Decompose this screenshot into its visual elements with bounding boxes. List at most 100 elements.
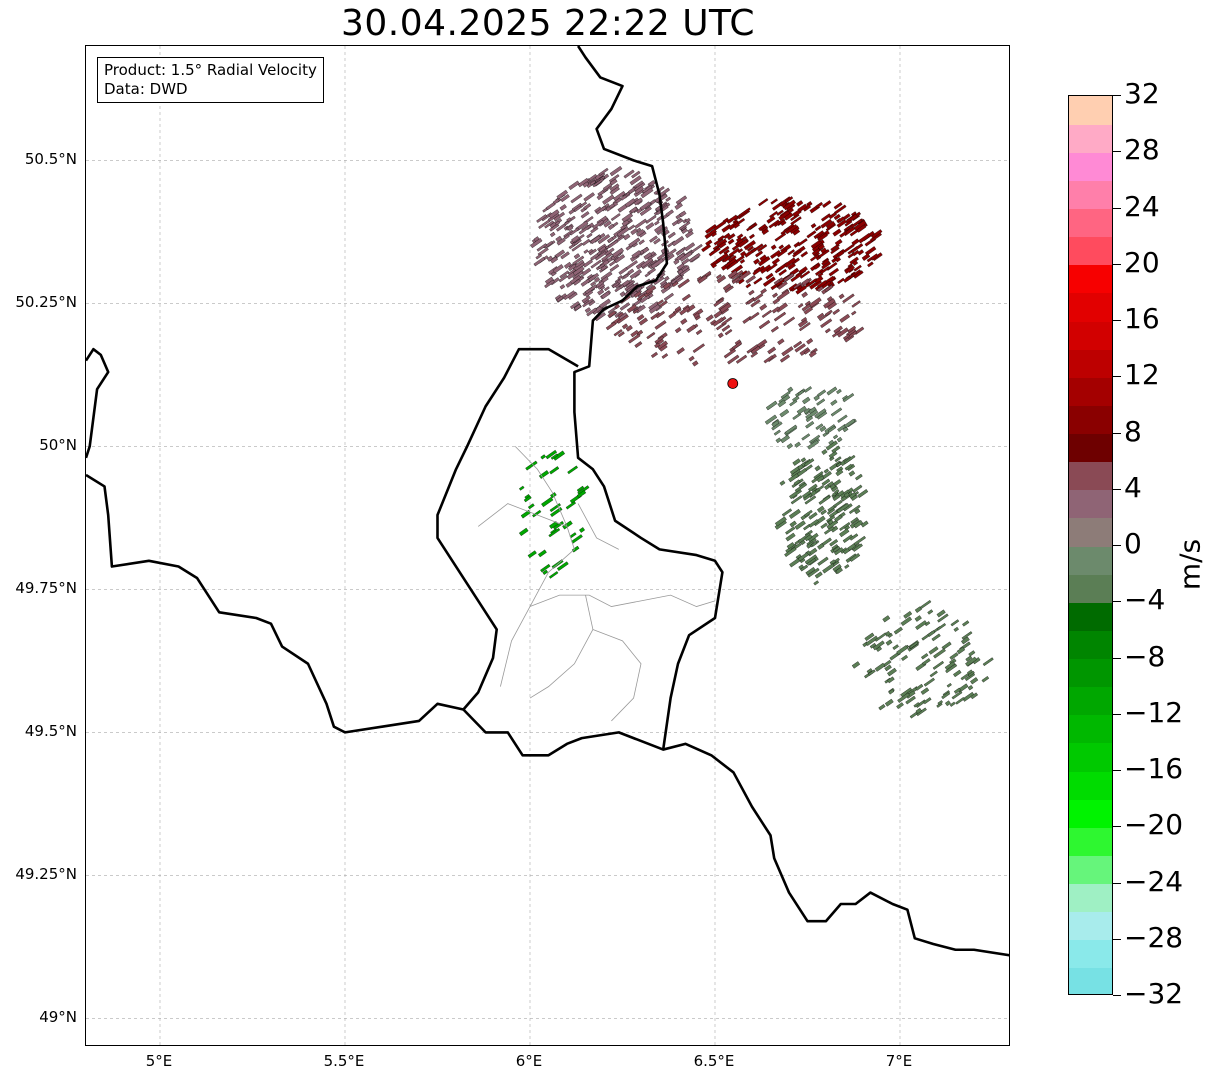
colorbar-segment	[1069, 855, 1112, 884]
colorbar-tick-label: 4	[1124, 470, 1142, 504]
radar-site-marker	[727, 378, 739, 389]
colorbar-segment	[1069, 377, 1112, 406]
colorbar-tick	[1113, 376, 1121, 378]
colorbar-tick	[1113, 95, 1121, 96]
colorbar-segment	[1069, 489, 1112, 519]
colorbar-segment	[1069, 180, 1112, 209]
product-label: Product: 1.5° Radial Velocity	[104, 61, 317, 79]
colorbar-unit-label: m/s	[1173, 538, 1207, 591]
velocity-cluster	[774, 440, 869, 586]
lon-tick-label: 6°E	[515, 1052, 543, 1070]
country-border	[462, 708, 1009, 957]
colorbar-segment	[1069, 517, 1112, 547]
colorbar-segment	[1069, 799, 1112, 828]
radar-map	[86, 46, 1009, 1045]
colorbar-segment	[1069, 939, 1112, 969]
velocity-cluster	[851, 600, 994, 719]
velocity-cluster	[701, 196, 883, 295]
lon-tick-label: 7°E	[885, 1052, 913, 1070]
colorbar-segment	[1069, 264, 1112, 294]
info-box: Product: 1.5° Radial Velocity Data: DWD	[97, 57, 324, 103]
colorbar-tick	[1113, 995, 1121, 996]
velocity-cluster	[530, 165, 703, 322]
colorbar-tick	[1113, 826, 1121, 828]
lon-tick-label: 6.5°E	[693, 1052, 735, 1070]
lat-tick-label: 49.5°N	[24, 722, 77, 741]
admin-boundary	[592, 629, 642, 722]
admin-boundary	[529, 595, 594, 699]
colorbar-tick	[1113, 657, 1121, 659]
colorbar-tick-label: −4	[1124, 583, 1166, 617]
colorbar-segment	[1069, 742, 1112, 772]
colorbar-segment	[1069, 967, 1112, 994]
colorbar-segment	[1069, 911, 1112, 941]
colorbar-tick-label: 28	[1124, 133, 1160, 167]
colorbar-tick-label: 24	[1124, 189, 1160, 223]
admin-boundary	[529, 594, 716, 607]
colorbar-segment	[1069, 546, 1112, 575]
colorbar-tick-label: −16	[1124, 752, 1184, 785]
country-borders	[86, 46, 1009, 957]
colorbar-segment	[1069, 630, 1112, 659]
colorbar-tick-label: 8	[1124, 414, 1142, 448]
velocity-cluster	[605, 270, 865, 367]
data-source-label: Data: DWD	[104, 80, 188, 98]
colorbar-tick-label: 0	[1124, 527, 1142, 560]
colorbar-segment	[1069, 602, 1112, 631]
velocity-cluster	[518, 449, 590, 579]
country-border	[86, 473, 464, 734]
colorbar-segment	[1069, 461, 1112, 491]
colorbar-segment	[1069, 96, 1112, 125]
map-plot-area[interactable]	[85, 45, 1010, 1046]
colorbar-tick-label: 32	[1124, 77, 1160, 110]
colorbar-tick	[1113, 432, 1121, 434]
admin-boundary	[577, 503, 619, 550]
velocity-field	[518, 165, 994, 719]
colorbar-segment	[1069, 686, 1112, 716]
lat-tick-label: 50°N	[39, 436, 77, 455]
colorbar-segment	[1069, 236, 1112, 266]
lat-tick-label: 49°N	[39, 1008, 77, 1027]
colorbar-segment	[1069, 124, 1112, 153]
admin-boundary	[477, 503, 575, 687]
colorbar-segment	[1069, 658, 1112, 688]
colorbar-segment	[1069, 405, 1112, 434]
country-border	[573, 46, 724, 750]
colorbar-segment	[1069, 208, 1112, 238]
colorbar	[1068, 95, 1113, 995]
colorbar-segment	[1069, 771, 1112, 800]
colorbar-segment	[1069, 714, 1112, 744]
colorbar-tick	[1113, 488, 1121, 490]
lon-tick-label: 5°E	[145, 1052, 173, 1070]
radar-site	[727, 378, 739, 389]
colorbar-segment	[1069, 433, 1112, 463]
colorbar-tick-label: −32	[1124, 977, 1184, 1010]
colorbar-segment	[1069, 349, 1112, 378]
lat-tick-label: 50.5°N	[24, 150, 77, 169]
colorbar-tick-label: 16	[1124, 302, 1160, 335]
colorbar-tick-label: −24	[1124, 864, 1184, 898]
gridlines	[86, 46, 1009, 1045]
map-title: 30.04.2025 22:22 UTC	[340, 3, 756, 44]
colorbar-segment	[1069, 152, 1112, 181]
colorbar-tick-label: 20	[1124, 245, 1160, 279]
colorbar-tick	[1113, 882, 1121, 884]
colorbar-tick	[1113, 545, 1121, 546]
colorbar-tick	[1113, 713, 1121, 715]
colorbar-tick	[1113, 151, 1121, 153]
colorbar-segment	[1069, 574, 1112, 603]
country-border	[86, 347, 110, 459]
country-border	[436, 347, 579, 711]
colorbar-tick-label: −12	[1124, 695, 1184, 729]
velocity-cluster	[764, 386, 857, 450]
colorbar-tick	[1113, 938, 1121, 940]
admin-boundary	[514, 446, 568, 527]
colorbar-tick-label: −8	[1124, 639, 1166, 673]
colorbar-segment	[1069, 883, 1112, 913]
colorbar-tick	[1113, 770, 1121, 771]
colorbar-tick	[1113, 601, 1121, 603]
colorbar-tick	[1113, 263, 1121, 265]
lat-tick-label: 49.25°N	[15, 865, 77, 884]
lat-tick-label: 49.75°N	[15, 579, 77, 598]
lat-tick-label: 50.25°N	[15, 293, 77, 312]
